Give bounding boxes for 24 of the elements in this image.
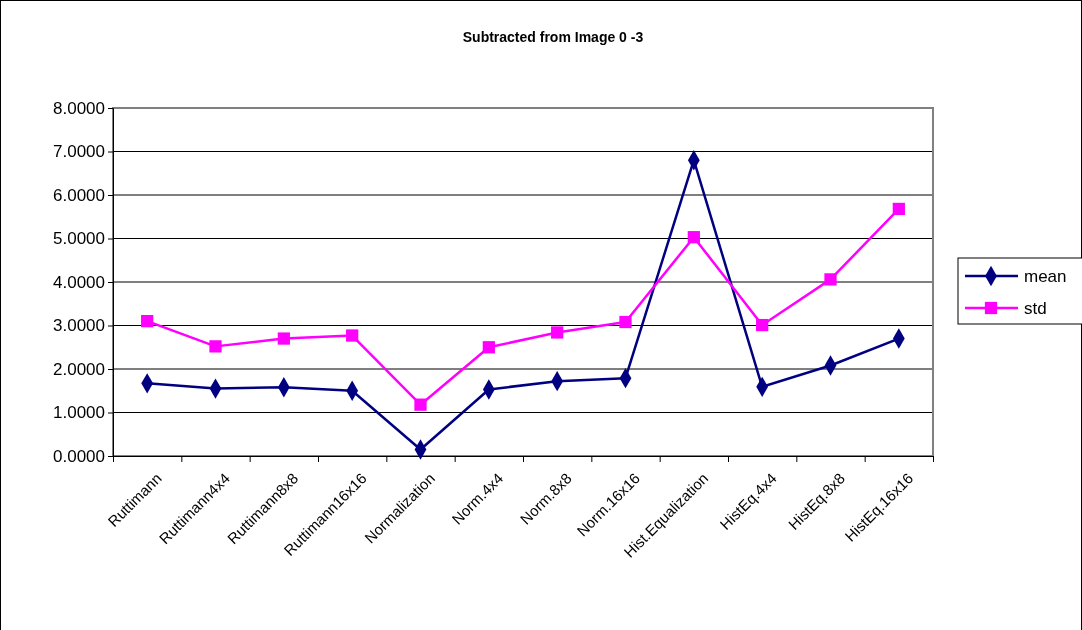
y-tick-label: 0.0000 <box>53 446 105 466</box>
point <box>277 332 290 345</box>
y-tick-label: 8.0000 <box>53 98 105 118</box>
point <box>141 315 154 328</box>
point <box>414 398 427 411</box>
y-tick-label: 3.0000 <box>53 316 105 336</box>
point <box>619 315 632 329</box>
point <box>551 326 564 339</box>
y-tick-label: 5.0000 <box>53 229 105 249</box>
point <box>892 202 905 216</box>
point <box>346 329 359 342</box>
y-tick-label: 7.0000 <box>53 142 105 162</box>
y-tick-label: 4.0000 <box>53 272 105 292</box>
legend-label: std <box>1024 299 1047 318</box>
chart-title: Subtracted from Image 0 -3 <box>462 29 644 45</box>
point <box>209 340 222 353</box>
legend-label: mean <box>1024 267 1067 286</box>
point <box>824 273 837 286</box>
point <box>482 341 495 354</box>
y-tick-label: 2.0000 <box>53 359 105 379</box>
point <box>756 318 769 332</box>
y-tick-label: 6.0000 <box>53 185 105 205</box>
point <box>687 231 700 244</box>
y-tick-label: 1.0000 <box>53 403 105 423</box>
